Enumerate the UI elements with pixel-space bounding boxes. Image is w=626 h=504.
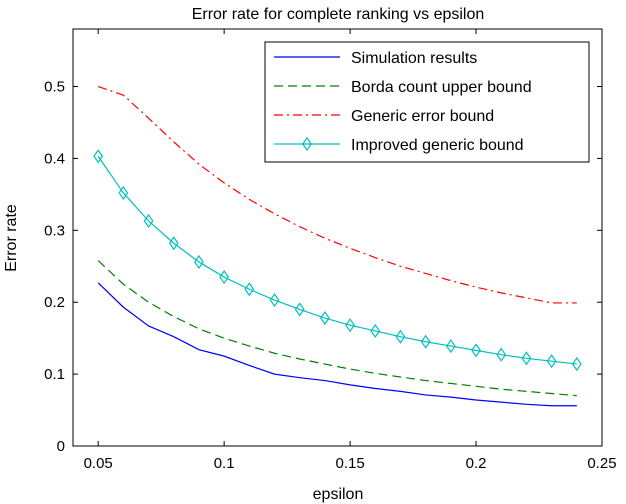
legend-label: Simulation results <box>351 50 477 67</box>
data-point <box>445 339 456 354</box>
y-axis-title: Error rate <box>3 204 20 272</box>
legend-label: Generic error bound <box>351 108 494 125</box>
data-point <box>546 354 557 369</box>
data-point <box>571 356 582 372</box>
y-tick-label: 0.4 <box>44 150 65 167</box>
data-point <box>219 269 230 285</box>
series-line <box>97 260 577 397</box>
x-tick-label: 0.1 <box>214 455 235 472</box>
legend-box <box>264 41 590 163</box>
data-point <box>93 149 104 164</box>
data-point <box>420 334 431 349</box>
data-point <box>143 213 154 229</box>
chart-title: Error rate for complete ranking vs epsil… <box>192 6 485 23</box>
x-axis-title: epsilon <box>313 486 364 503</box>
data-point <box>370 323 381 339</box>
legend: Simulation results Borda count upper boun… <box>264 41 590 163</box>
y-tick-label: 0.3 <box>44 222 65 239</box>
series-line <box>97 282 577 407</box>
y-tick-label: 0.2 <box>44 294 65 311</box>
y-tick-label: 0.1 <box>44 366 65 383</box>
data-point <box>294 302 305 317</box>
x-tick-label: 0.15 <box>335 455 364 472</box>
x-tick-label: 0.05 <box>84 455 113 472</box>
data-point <box>496 347 507 362</box>
series-1 <box>97 260 577 397</box>
series-layer <box>93 85 582 407</box>
data-point <box>395 329 406 344</box>
x-tick-label: 0.25 <box>587 455 616 472</box>
legend-label: Improved generic bound <box>351 137 524 154</box>
data-point <box>244 282 255 297</box>
axis-ticks: 0.05 0.1 0.15 0.2 0.25 0 0.1 0.2 0.3 0.4 0.5 <box>44 29 617 472</box>
legend-label: Borda count upper bound <box>351 79 532 96</box>
series-line <box>97 85 577 304</box>
data-point <box>471 343 481 358</box>
data-point <box>521 351 532 366</box>
legend-marker <box>302 136 312 152</box>
data-point <box>168 236 179 251</box>
series-0 <box>97 282 577 407</box>
data-point <box>118 185 129 200</box>
data-point <box>194 254 204 269</box>
series-3 <box>93 149 582 372</box>
data-point <box>319 310 330 326</box>
x-tick-label: 0.2 <box>466 455 487 472</box>
series-2 <box>97 85 577 304</box>
y-tick-label: 0.5 <box>44 79 65 96</box>
y-tick-label: 0 <box>57 438 65 455</box>
data-point <box>269 293 280 308</box>
data-point <box>345 318 356 333</box>
